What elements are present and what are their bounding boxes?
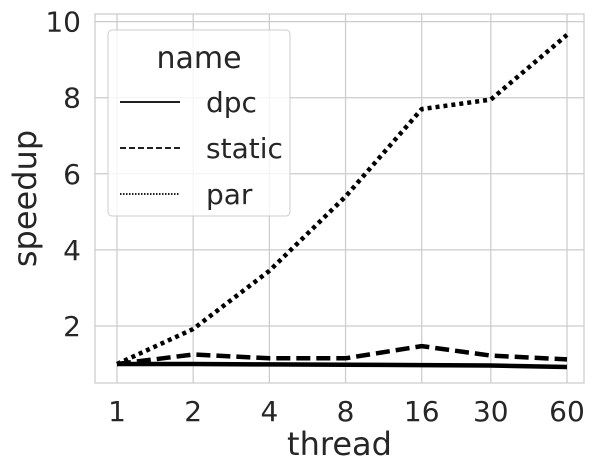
- x-tick-label: 16: [404, 395, 440, 428]
- legend-box: [107, 29, 291, 217]
- x-tick-label: 4: [260, 395, 278, 428]
- legend-label-par: par: [206, 178, 253, 211]
- y-axis-label: speedup: [6, 130, 44, 267]
- y-tick-labels: 2 4 6 8 10: [45, 6, 81, 343]
- series-line-static: [116, 343, 568, 367]
- y-tick-label: 10: [45, 6, 81, 39]
- x-tick-label: 2: [184, 395, 202, 428]
- x-axis-label: thread: [287, 425, 392, 463]
- y-tick-label: 4: [63, 234, 81, 267]
- series-line-dpc: [117, 361, 568, 370]
- series-line-par: [116, 33, 569, 367]
- y-tick-label: 2: [63, 310, 81, 343]
- legend: name dpc static par: [107, 29, 291, 217]
- legend-label-static: static: [206, 132, 283, 165]
- legend-title: name: [156, 41, 241, 76]
- legend-entries: dpc static par: [120, 86, 283, 211]
- plot-frame: [94, 13, 585, 384]
- y-tick-label: 8: [63, 82, 81, 115]
- x-tick-label: 8: [337, 395, 355, 428]
- legend-label-dpc: dpc: [206, 86, 257, 119]
- x-tick-label: 60: [549, 395, 585, 428]
- y-tick-label: 6: [63, 158, 81, 191]
- series-lines: [116, 33, 569, 370]
- x-tick-labels: 1 2 4 8 16 30 60: [108, 395, 585, 428]
- x-tick-label: 1: [108, 395, 126, 428]
- x-tick-label: 30: [473, 395, 509, 428]
